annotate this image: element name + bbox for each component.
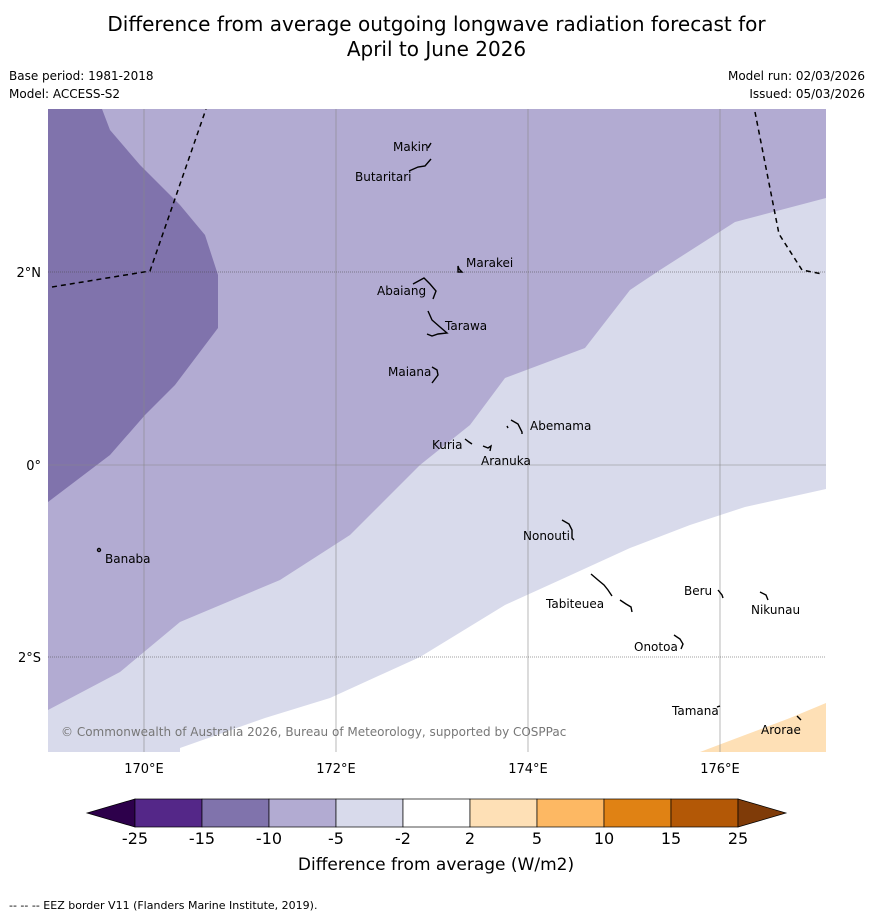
islands <box>96 142 802 721</box>
island-onotoa <box>673 634 684 650</box>
meta-right: Model run: 02/03/2026 Issued: 05/03/2026 <box>728 67 865 103</box>
zone-minus-15-to-minus-10 <box>48 109 218 502</box>
island-makin <box>427 142 432 149</box>
island-nonouti <box>561 519 575 541</box>
label-nonouti: Nonouti <box>523 529 570 543</box>
lon-tick: 176°E <box>700 762 740 777</box>
meta-left: Base period: 1981-2018 Model: ACCESS-S2 <box>9 67 154 103</box>
label-marakei: Marakei <box>466 256 513 270</box>
label-nikunau: Nikunau <box>751 603 800 617</box>
colorbar-segment <box>335 798 404 828</box>
colorbar-tick-label: 15 <box>661 829 681 848</box>
model-run: Model run: 02/03/2026 <box>727 69 865 83</box>
axis-labels: 170°E 172°E 174°E 176°E 2°N 0° 2°S <box>17 266 740 777</box>
island-marakei <box>457 265 464 273</box>
island-kuria <box>464 438 473 445</box>
base-period: Base period: 1981-2018 <box>9 69 154 83</box>
issued-date: Issued: 05/03/2026 <box>749 87 865 101</box>
label-beru: Beru <box>684 584 712 598</box>
lat-gridlines <box>48 271 826 658</box>
chart-title: Difference from average outgoing longwav… <box>0 12 873 62</box>
label-banaba: Banaba <box>105 552 151 566</box>
label-tabiteuea: Tabiteuea <box>545 597 604 611</box>
colorbar-label: Difference from average (W/m2) <box>298 855 574 875</box>
colorbar-segment <box>603 798 672 828</box>
colorbar-tick-label: -5 <box>328 829 344 848</box>
model-name: Model: ACCESS-S2 <box>9 87 121 101</box>
colorbar-tick-label: 25 <box>728 829 748 848</box>
island-aranuka <box>482 444 493 452</box>
colorbar: -25 -15 -10 -5 -2 2 5 10 15 25 <box>85 798 788 848</box>
island-banaba <box>96 547 102 553</box>
island-tamana <box>716 705 721 708</box>
label-kuria: Kuria <box>432 438 463 452</box>
island-butaritari <box>408 158 432 172</box>
colorbar-segment <box>670 798 739 828</box>
label-butaritari: Butaritari <box>355 170 412 184</box>
label-arorae: Arorae <box>761 723 801 737</box>
colorbar-segment <box>134 798 203 828</box>
place-labels: Makin Butaritari Marakei Abaiang Tarawa … <box>105 140 801 737</box>
island-arorae <box>796 715 802 721</box>
colorbar-extend-high <box>737 798 788 828</box>
eez-legend: -- -- -- EEZ border V11 (Flanders Marine… <box>9 899 318 912</box>
lon-tick: 170°E <box>124 762 164 777</box>
colorbar-tick-label: 5 <box>532 829 542 848</box>
colorbar-segment <box>268 798 337 828</box>
colorbar-segment <box>201 798 270 828</box>
lon-tick: 172°E <box>316 762 356 777</box>
colorbar-tick-label: 2 <box>465 829 475 848</box>
island-abaiang <box>412 277 437 300</box>
title-line-2: April to June 2026 <box>346 37 527 61</box>
eez-border <box>51 109 823 288</box>
lat-tick: 2°N <box>17 266 42 281</box>
label-tamana: Tamana <box>671 704 719 718</box>
colorbar-segment <box>469 798 538 828</box>
label-aranuka: Aranuka <box>481 454 531 468</box>
island-nikunau <box>759 591 769 601</box>
colorbar-tick-label: -10 <box>256 829 282 848</box>
label-abaiang: Abaiang <box>377 284 426 298</box>
lat-tick: 0° <box>26 459 41 474</box>
colorbar-extend-low <box>85 798 136 828</box>
island-maiana <box>431 366 439 384</box>
island-abemama <box>506 419 523 434</box>
colorbar-tick-label: -25 <box>122 829 148 848</box>
colorbar-segment <box>402 798 471 828</box>
gridlines <box>143 109 721 752</box>
zone-2-to-5 <box>700 703 826 752</box>
lat-tick: 2°S <box>18 651 41 666</box>
title-line-1: Difference from average outgoing longwav… <box>107 12 766 36</box>
colorbar-segment <box>536 798 605 828</box>
colorbar-tick-label: 10 <box>594 829 614 848</box>
map-area: Makin Butaritari Marakei Abaiang Tarawa … <box>48 109 826 752</box>
island-tabiteuea <box>590 573 633 613</box>
colorbar-tick-label: -2 <box>395 829 411 848</box>
label-abemama: Abemama <box>530 419 591 433</box>
island-beru <box>717 589 724 599</box>
zone-minus-10-to-minus-5 <box>48 109 826 710</box>
label-maiana: Maiana <box>388 365 431 379</box>
lon-tick: 174°E <box>508 762 548 777</box>
label-makin: Makin <box>393 140 429 154</box>
label-onotoa: Onotoa <box>634 640 678 654</box>
label-tarawa: Tarawa <box>444 319 487 333</box>
copyright: © Commonwealth of Australia 2026, Bureau… <box>61 725 566 739</box>
colorbar-tick-label: -15 <box>189 829 215 848</box>
island-tarawa <box>426 310 449 337</box>
